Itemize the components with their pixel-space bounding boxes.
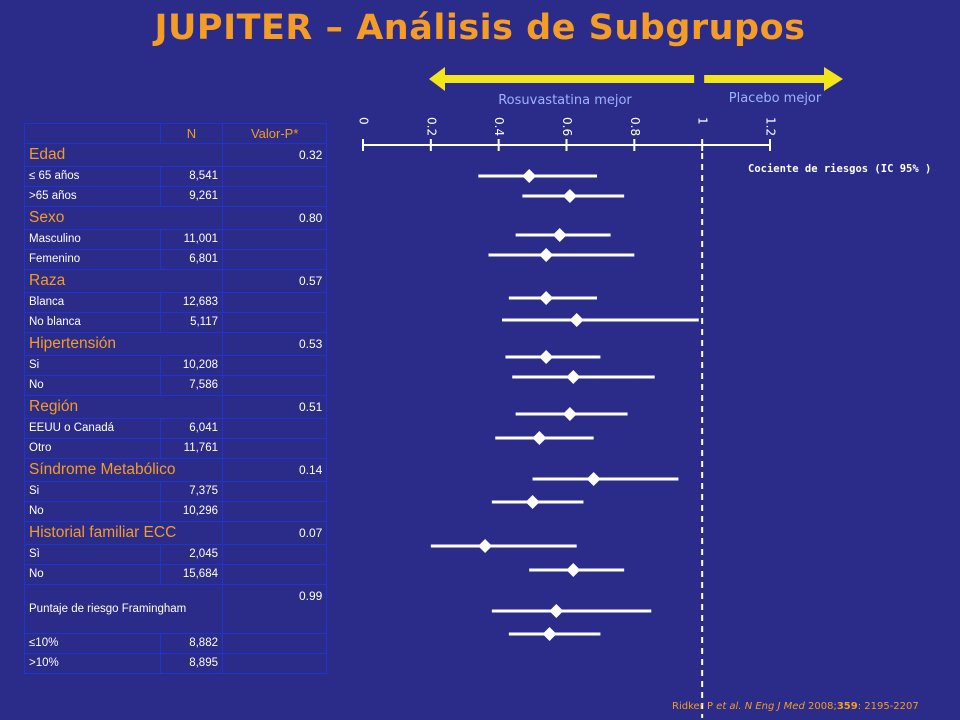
- table-row: EEUU o Canadá 6,041: [24, 418, 328, 439]
- row-n: 9,261: [160, 186, 223, 207]
- citation-journal: N Eng J Med: [744, 701, 805, 712]
- hr-point: [539, 248, 554, 262]
- row-p-value: 0.32: [221, 143, 328, 167]
- table-category-row: Región 0.51: [24, 395, 328, 419]
- hr-point: [586, 472, 601, 486]
- citation: Ridker P et al. N Eng J Med 2008;359: 21…: [672, 701, 919, 712]
- row-n: 7,375: [160, 481, 223, 502]
- row-label: ≤10%: [24, 633, 161, 654]
- table-category-row: Raza 0.57: [24, 269, 328, 293]
- x-tick-label: 0.2: [424, 117, 438, 136]
- table-row: >10% 8,895: [24, 653, 328, 674]
- hr-point: [566, 563, 581, 577]
- table-category-row: Historial familiar ECC 0.07: [24, 521, 328, 545]
- table-row: Si 10,208: [24, 355, 328, 376]
- left-arrow-head: [429, 67, 445, 91]
- row-label: Puntaje de riesgo Framingham: [24, 584, 223, 634]
- hr-point: [566, 370, 581, 384]
- right-arrow-label: Placebo mejor: [729, 91, 822, 106]
- right-arrow-head: [824, 67, 843, 91]
- row-n: 6,801: [160, 249, 223, 270]
- row-p-value: 0.53: [221, 332, 328, 356]
- x-tick-label: 1: [696, 117, 710, 125]
- hr-point: [552, 228, 567, 242]
- hr-point: [549, 604, 564, 618]
- row-label: Región: [24, 395, 223, 419]
- left-arrow-label: Rosuvastatina mejor: [498, 93, 632, 108]
- table-row: >65 años 9,261: [24, 186, 328, 207]
- citation-pages: : 2195-2207: [857, 701, 919, 712]
- x-tick-label: 0: [357, 117, 371, 125]
- x-tick-label: 0.8: [628, 117, 642, 136]
- row-p-value: 0.57: [221, 269, 328, 293]
- hr-point: [569, 313, 584, 327]
- row-p-value: [221, 653, 328, 674]
- row-label: Sexo: [24, 206, 223, 230]
- table-category-row: Hipertensión 0.53: [24, 332, 328, 356]
- row-label: Historial familiar ECC: [24, 521, 223, 545]
- citation-etal: et al.: [716, 701, 742, 712]
- row-p-value: 0.14: [221, 458, 328, 482]
- x-tick-label: 1.2: [764, 117, 778, 136]
- row-p-value: 0.07: [221, 521, 328, 545]
- table-category-row: Sexo 0.80: [24, 206, 328, 230]
- row-n: 6,041: [160, 418, 223, 439]
- x-tick-label: 0.6: [560, 117, 574, 136]
- row-label: Femenino: [24, 249, 161, 270]
- row-label: >10%: [24, 653, 161, 674]
- hr-point: [542, 627, 557, 641]
- x-tick-label: 0.4: [492, 117, 506, 136]
- citation-author: Ridker P: [672, 701, 713, 712]
- hr-point: [562, 189, 577, 203]
- hr-point: [562, 407, 577, 421]
- table-category-row: Síndrome Metabólico 0.14: [24, 458, 328, 482]
- row-n: 10,208: [160, 355, 223, 376]
- table-row: No blanca 5,117: [24, 312, 328, 333]
- slide-title: JUPITER – Análisis de Subgrupos: [154, 8, 806, 48]
- citation-volume: 359: [836, 701, 858, 712]
- table-category-row: Puntaje de riesgo Framingham 0.99: [24, 584, 328, 634]
- hr-point: [539, 291, 554, 305]
- table-category-row: Edad 0.32: [24, 143, 328, 167]
- hr-point: [478, 539, 493, 553]
- row-n: 2,045: [160, 544, 223, 565]
- citation-year: 2008;: [808, 701, 837, 712]
- hr-point: [539, 350, 554, 364]
- row-label: Hipertensión: [24, 332, 223, 356]
- hr-point: [522, 169, 537, 183]
- table-row: Sì 2,045: [24, 544, 328, 565]
- hr-point: [532, 431, 547, 445]
- table-row: ≤ 65 años 8,541: [24, 166, 328, 187]
- hr-point: [525, 495, 540, 509]
- table-row: Femenino 6,801: [24, 249, 328, 270]
- subgroup-table: N Valor-P* Edad 0.32 ≤ 65 años 8,541 >65 año…: [24, 123, 328, 674]
- row-p-value: 0.51: [221, 395, 328, 419]
- axis-label: Cociente de riesgos (IC 95% ): [748, 163, 931, 175]
- table-row: Otro 11,761: [24, 438, 328, 459]
